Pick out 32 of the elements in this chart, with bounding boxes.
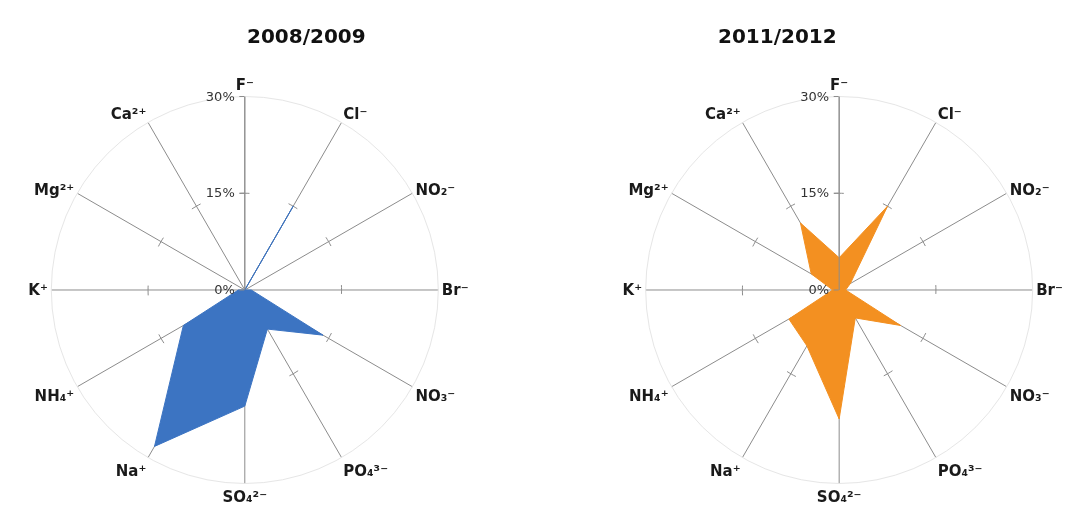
spoke-label: K⁺ [28, 281, 48, 300]
spoke-label: Na⁺ [115, 462, 147, 481]
chart-title: 2011/2012 [718, 24, 837, 48]
chart-title: 2008/2009 [247, 24, 366, 48]
spoke-label: NO₂⁻ [1009, 180, 1050, 199]
spoke-label: Cl⁻ [343, 105, 368, 124]
spoke-label: Ca²⁺ [110, 105, 147, 124]
spoke-label: Mg²⁺ [628, 180, 669, 199]
spoke-label: Br⁻ [1036, 281, 1063, 300]
spoke-label: K⁺ [622, 281, 643, 300]
spoke-label: Mg²⁺ [34, 180, 75, 199]
spoke-label: F⁻ [830, 75, 849, 94]
spoke-label: PO₄³⁻ [343, 462, 389, 481]
spoke-label: F⁻ [235, 75, 254, 94]
spoke-label: NO₂⁻ [415, 180, 456, 199]
spoke-label: NH₄⁺ [34, 386, 75, 405]
y-tick-label: 15% [800, 185, 830, 201]
spoke-label: NH₄⁺ [628, 386, 669, 405]
spoke-label: Cl⁻ [937, 105, 962, 124]
spoke-label: Na⁺ [710, 462, 741, 481]
spoke-label: NO₃⁻ [1009, 386, 1050, 405]
spoke-label: PO₄³⁻ [937, 462, 983, 481]
spoke-label: Br⁻ [441, 281, 469, 300]
y-tick-label: 0% [808, 282, 830, 298]
y-tick-label: 15% [205, 185, 235, 201]
spoke-label: Ca²⁺ [705, 105, 741, 124]
y-tick-label: 30% [205, 88, 235, 104]
y-tick-label: 30% [800, 88, 830, 104]
spoke-label: SO₄²⁻ [222, 487, 268, 506]
y-tick-label: 0% [214, 282, 235, 298]
spoke-label: SO₄²⁻ [816, 487, 862, 506]
spoke-label: NO₃⁻ [415, 386, 456, 405]
